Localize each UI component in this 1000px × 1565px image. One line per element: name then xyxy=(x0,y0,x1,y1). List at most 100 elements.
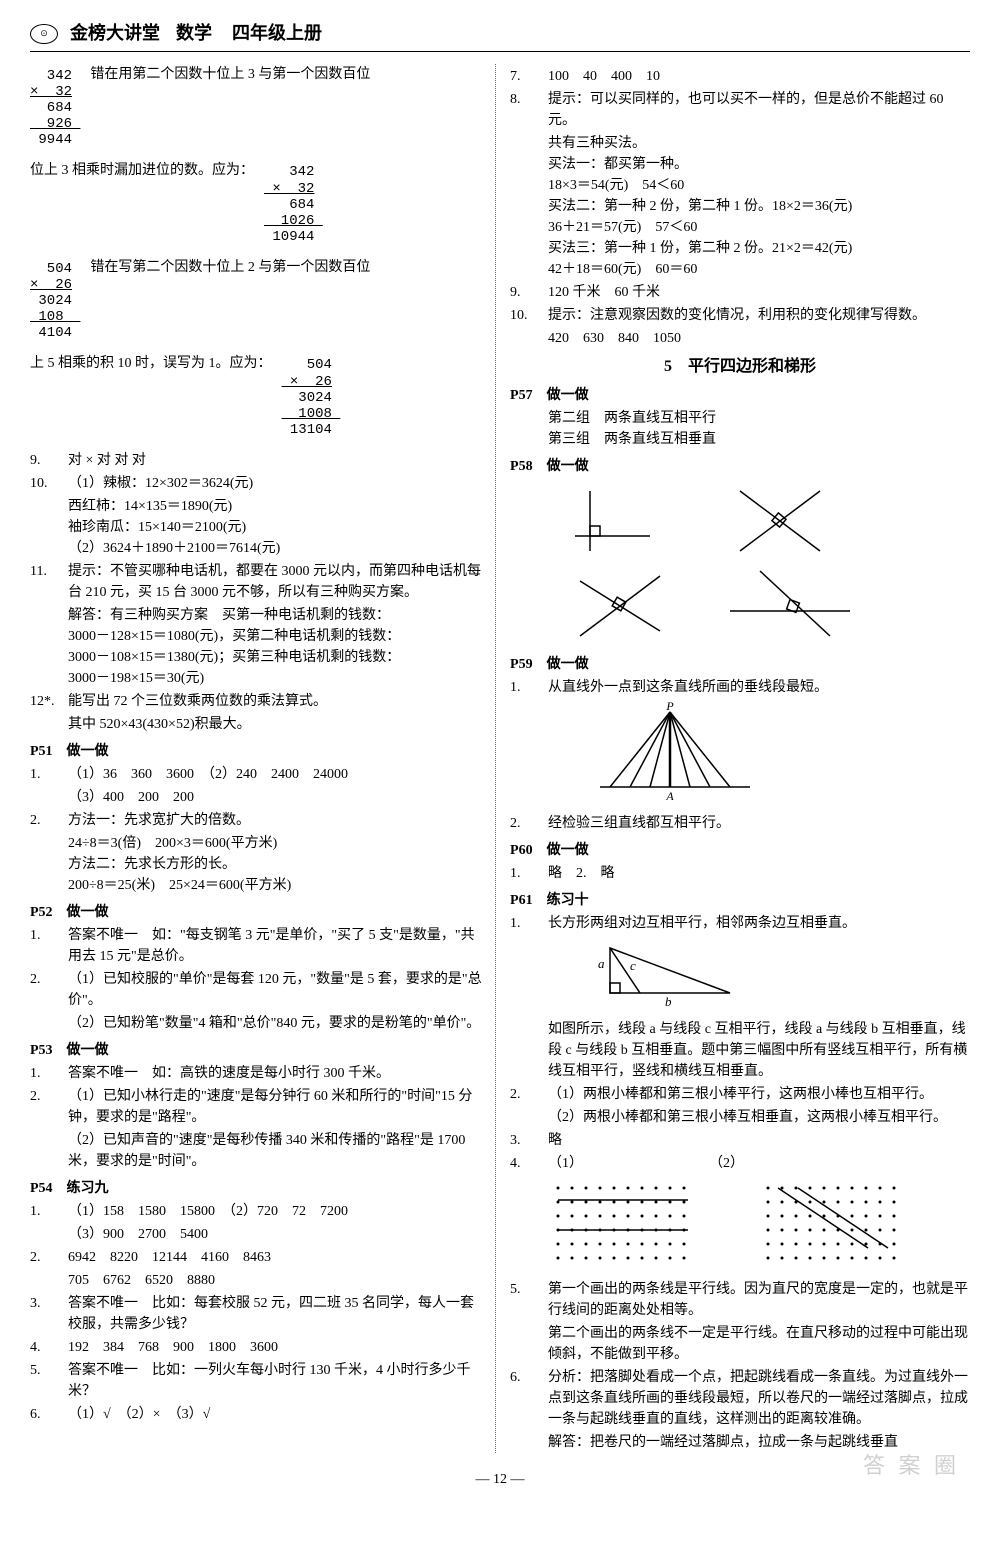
p61-5: 5.第一个画出的两条线是平行线。因为直尺的宽度是一定的，也就是平行线间的距离处处… xyxy=(510,1279,970,1321)
p54-5: 5.答案不唯一 比如：一列火车每小时行 130 千米，4 小时行多少千米？ xyxy=(30,1360,487,1402)
r-q8-6: 买法三：第一种 1 份，第二种 2 份。21×2＝42(元) xyxy=(510,238,970,259)
p60-1: 1.略 2. 略 xyxy=(510,863,970,884)
label-b: b xyxy=(665,994,672,1008)
p53-heading: P53 做一做 xyxy=(30,1040,487,1061)
r-q9: 9.120 千米 60 千米 xyxy=(510,282,970,303)
page-number: — 12 — xyxy=(30,1469,970,1490)
p53-1: 1.答案不唯一 如：高铁的速度是每小时行 300 千米。 xyxy=(30,1063,487,1084)
r-q8: 8.提示：可以买同样的，也可以买不一样的，但是总价不能超过 60 元。 xyxy=(510,89,970,131)
p58-figure xyxy=(570,481,970,648)
p51-1b: （3）400 200 200 xyxy=(30,787,487,808)
p59-2: 2.经检验三组直线都互相平行。 xyxy=(510,813,970,834)
q11-l4: 3000－108×15＝1380(元)；买第三种电话机剩的钱数： xyxy=(30,647,487,668)
p52-heading: P52 做一做 xyxy=(30,902,487,923)
p54-6: 6.（1）√ （2）× （3）√ xyxy=(30,1404,487,1425)
calc-2: 504 × 26 3024 108 4104 xyxy=(30,261,80,341)
q12-l2: 其中 520×43(430×52)积最大。 xyxy=(30,714,487,735)
logo-icon: ⊙ xyxy=(30,24,58,44)
q10-l3: 袖珍南瓜：15×140＝2100(元) xyxy=(30,517,487,538)
calc-1b: 342 × 32 684 1026 10944 xyxy=(264,164,323,244)
p61-5b: 第二个画出的两条线不一定是平行线。在直尺移动的过程中可能出现倾斜，不能做到平移。 xyxy=(510,1323,970,1365)
r-q10: 10.提示：注意观察因数的变化情况，利用积的变化规律写得数。 xyxy=(510,305,970,326)
p51-2b: 24÷8＝3(倍) 200×3＝600(平方米) xyxy=(30,833,487,854)
p53-2b: （2）已知声音的"速度"是每秒传播 340 米和传播的"路程"是 1700 米，… xyxy=(30,1130,487,1172)
p59-1: 1.从直线外一点到这条直线所画的垂线段最短。 xyxy=(510,677,970,698)
p51-2c: 方法二：先求长方形的长。 xyxy=(30,854,487,875)
p61-4: 4.（1） （2） xyxy=(510,1153,970,1174)
calc-block-2: 504 × 26 3024 108 4104 错在写第二个因数十位上 2 与第一… xyxy=(30,257,487,345)
p60-heading: P60 做一做 xyxy=(510,840,970,861)
p61-triangle: a b c xyxy=(570,938,970,1015)
r-q8-5: 36＋21＝57(元) 57＜60 xyxy=(510,217,970,238)
label-A: A xyxy=(665,789,674,802)
p54-1b: （3）900 2700 5400 xyxy=(30,1224,487,1245)
q10-l2: 西红柿：14×135＝1890(元) xyxy=(30,496,487,517)
p54-heading: P54 练习九 xyxy=(30,1178,487,1199)
p52-1: 1.答案不唯一 如："每支钢笔 3 元"是单价，"买了 5 支"是数量，"共用去… xyxy=(30,925,487,967)
p61-heading: P61 练习十 xyxy=(510,890,970,911)
q11-l5: 3000－198×15＝30(元) xyxy=(30,668,487,689)
p54-4: 4.192 384 768 900 1800 3600 xyxy=(30,1337,487,1358)
r-q10-1: 420 630 840 1050 xyxy=(510,328,970,349)
book-subject: 数学 xyxy=(176,20,212,47)
q10: 10. （1）辣椒：12×302＝3624(元) xyxy=(30,473,487,494)
r-q8-1: 共有三种买法。 xyxy=(510,133,970,154)
p51-1: 1.（1）36 360 3600 （2）240 2400 24000 xyxy=(30,764,487,785)
r-q8-2: 买法一：都买第一种。 xyxy=(510,154,970,175)
p54-2: 2.6942 8220 12144 4160 8463 xyxy=(30,1247,487,1268)
r-q8-7: 42＋18＝60(元) 60＝60 xyxy=(510,259,970,280)
p51-2: 2.方法一：先求宽扩大的倍数。 xyxy=(30,810,487,831)
r-q8-3: 18×3＝54(元) 54＜60 xyxy=(510,175,970,196)
p57-2: 第三组 两条直线互相垂直 xyxy=(510,429,970,450)
p61-2b: （2）两根小棒都和第三根小棒互相垂直，这两根小棒互相平行。 xyxy=(510,1107,970,1128)
p59-heading: P59 做一做 xyxy=(510,654,970,675)
p61-3: 3.略 xyxy=(510,1130,970,1151)
calc-1: 342 × 32 684 926 9944 xyxy=(30,68,80,148)
q11-l3: 3000－128×15＝1080(元)，买第二种电话机剩的钱数： xyxy=(30,626,487,647)
right-triangle-icon: a b c xyxy=(570,938,750,1008)
perpendicular-segments-icon: P A xyxy=(570,702,770,802)
p61-1: 1.长方形两组对边互相平行，相邻两条边互相垂直。 xyxy=(510,913,970,934)
calc-1b-prefix: 位上 3 相乘时漏加进位的数。应为： xyxy=(30,160,254,181)
calc-2b: 504 × 26 3024 1008 13104 xyxy=(282,357,341,437)
calc-2-note: 错在写第二个因数十位上 2 与第一个因数百位 xyxy=(90,257,370,278)
p54-3: 3.答案不唯一 比如：每套校服 52 元，四二班 35 名同学，每人一套校服，共… xyxy=(30,1293,487,1335)
p52-2b: （2）已知粉笔"数量"4 箱和"总价"840 元，要求的是粉笔的"单价"。 xyxy=(30,1013,487,1034)
book-grade: 四年级上册 xyxy=(232,20,322,47)
left-column: 342 × 32 684 926 9944 错在用第二个因数十位上 3 与第一个… xyxy=(30,64,496,1453)
p54-2b: 705 6762 6520 8880 xyxy=(30,1270,487,1291)
calc-1-note: 错在用第二个因数十位上 3 与第一个因数百位 xyxy=(90,64,370,85)
r-q8-4: 买法二：第一种 2 份，第二种 1 份。18×2＝36(元) xyxy=(510,196,970,217)
calc-block-1b: 位上 3 相乘时漏加进位的数。应为： 342 × 32 684 1026 109… xyxy=(30,160,487,248)
q11-l2: 解答：有三种购买方案 买第一种电话机剩的钱数： xyxy=(30,605,487,626)
r-q7: 7.100 40 400 10 xyxy=(510,66,970,87)
p57-1: 第二组 两条直线互相平行 xyxy=(510,408,970,429)
p51-heading: P51 做一做 xyxy=(30,741,487,762)
page-header: ⊙ 金榜大讲堂 数学 四年级上册 xyxy=(30,20,970,52)
p61-6b: 解答：把卷尺的一端经过落脚点，拉成一条与起跳线垂直 xyxy=(510,1432,970,1453)
p52-2: 2.（1）已知校服的"单价"是每套 120 元，"数量"是 5 套，要求的是"总… xyxy=(30,969,487,1011)
q10-l4: （2）3624＋1890＋2100＝7614(元) xyxy=(30,538,487,559)
p54-1: 1.（1）158 1580 15800 （2）720 72 7200 xyxy=(30,1201,487,1222)
p61-tri-text: 如图所示，线段 a 与线段 c 互相平行，线段 a 与线段 b 互相垂直，线段 … xyxy=(510,1019,970,1082)
dot-grid-icon xyxy=(548,1178,948,1268)
perpendicular-diagrams-icon xyxy=(570,481,870,641)
q12: 12*. 能写出 72 个三位数乘两位数的乘法算式。 xyxy=(30,691,487,712)
p61-2: 2.（1）两根小棒都和第三根小棒平行，这两根小棒也互相平行。 xyxy=(510,1084,970,1105)
p58-heading: P58 做一做 xyxy=(510,456,970,477)
p53-2: 2.（1）已知小林行走的"速度"是每分钟行 60 米和所行的"时间"15 分钟，… xyxy=(30,1086,487,1128)
p59-figure: P A xyxy=(570,702,970,809)
section-5-title: 5 平行四边形和梯形 xyxy=(510,355,970,379)
right-column: 7.100 40 400 10 8.提示：可以买同样的，也可以买不一样的，但是总… xyxy=(504,64,970,1453)
p51-2d: 200÷8＝25(米) 25×24＝600(平方米) xyxy=(30,875,487,896)
p61-6: 6.分析：把落脚处看成一个点，把起跳线看成一条直线。为过直线外一点到这条直线所画… xyxy=(510,1367,970,1430)
calc-block-1: 342 × 32 684 926 9944 错在用第二个因数十位上 3 与第一个… xyxy=(30,64,487,152)
label-c: c xyxy=(630,958,636,973)
book-title: 金榜大讲堂 xyxy=(70,20,160,47)
q11: 11. 提示：不管买哪种电话机，都要在 3000 元以内，而第四种电话机每台 2… xyxy=(30,561,487,603)
label-a: a xyxy=(598,956,605,971)
p61-dot-grids xyxy=(548,1178,970,1275)
calc-2b-prefix: 上 5 相乘的积 10 时，误写为 1。应为： xyxy=(30,353,272,374)
content-columns: 342 × 32 684 926 9944 错在用第二个因数十位上 3 与第一个… xyxy=(30,64,970,1453)
label-P: P xyxy=(665,702,674,713)
